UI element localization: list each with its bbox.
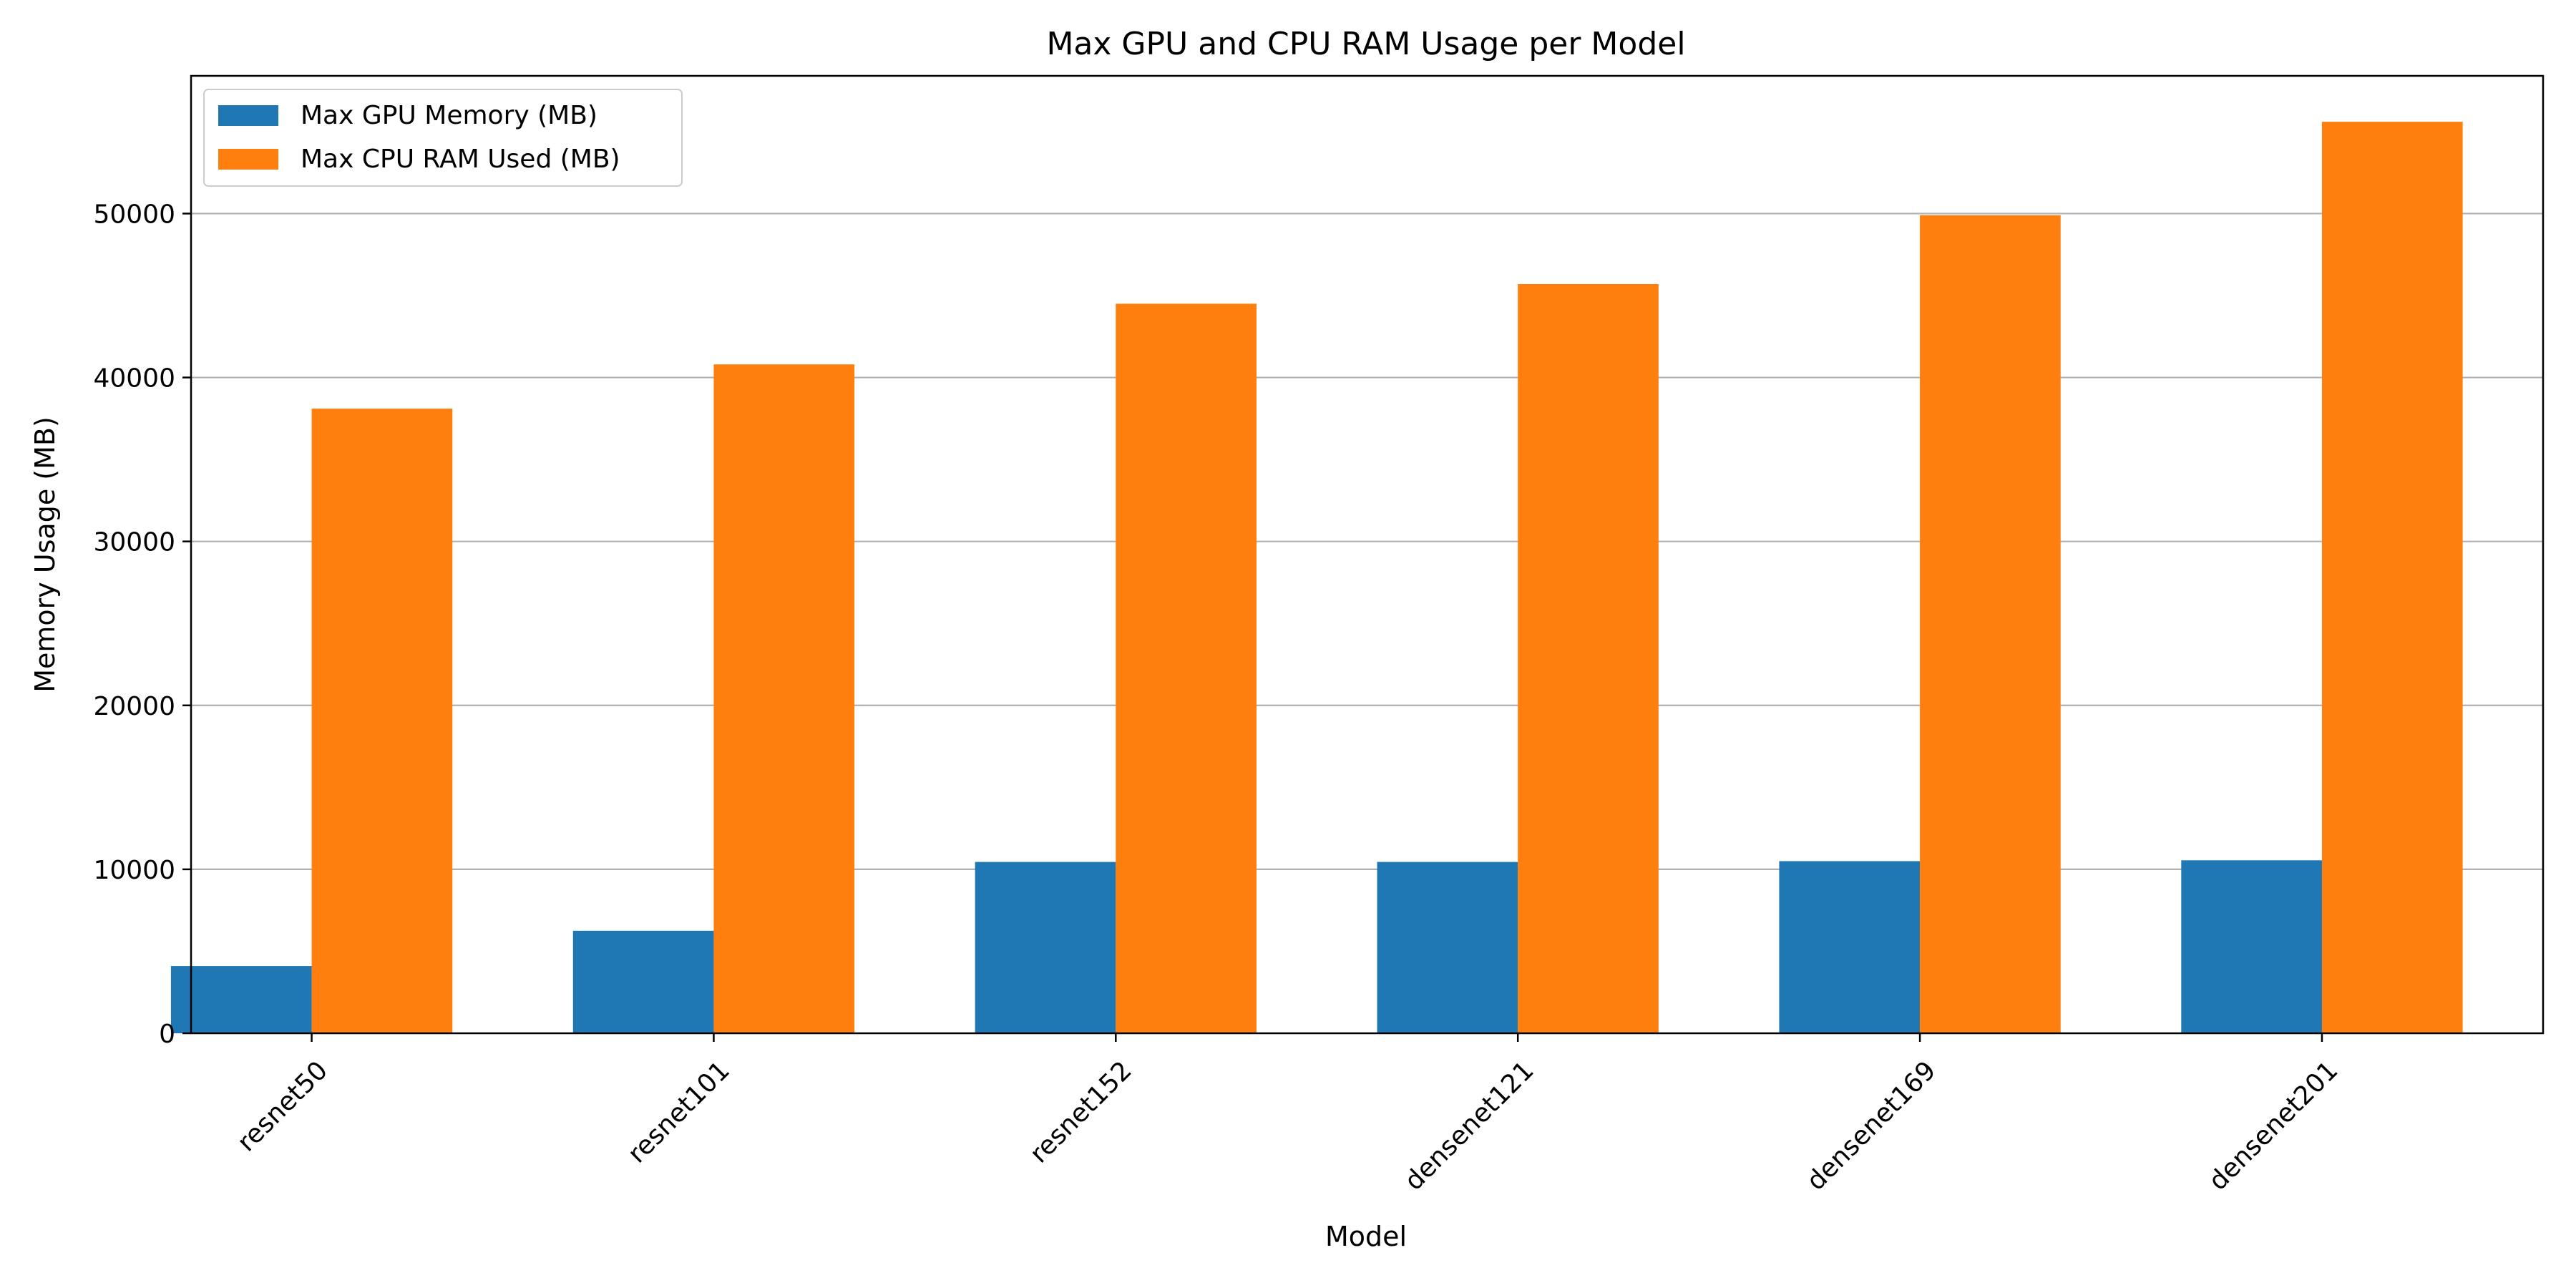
x-tick-label: densenet201 xyxy=(2203,1055,2343,1196)
bars xyxy=(170,122,2463,1034)
chart-title: Max GPU and CPU RAM Usage per Model xyxy=(1046,26,1685,62)
x-axis-ticks: resnet50 resnet101 resnet152 densenet121 den… xyxy=(232,1033,2343,1196)
y-tick-label: 30000 xyxy=(93,528,175,557)
bar-gpu-resnet152 xyxy=(975,862,1116,1033)
x-axis-label: Model xyxy=(1325,1221,1407,1252)
x-tick-label: resnet152 xyxy=(1025,1055,1138,1169)
y-tick-label: 20000 xyxy=(93,692,175,721)
bar-gpu-resnet101 xyxy=(572,930,714,1033)
bar-cpu-resnet50 xyxy=(311,409,453,1033)
y-tick-label: 0 xyxy=(159,1020,175,1049)
legend-swatch-cpu xyxy=(218,149,278,170)
bar-gpu-densenet121 xyxy=(1377,862,1518,1033)
bar-gpu-resnet50 xyxy=(170,966,312,1033)
legend-label-gpu: Max GPU Memory (MB) xyxy=(301,101,597,130)
x-tick-label: densenet169 xyxy=(1801,1055,1941,1196)
y-tick-label: 40000 xyxy=(93,364,175,394)
legend-swatch-gpu xyxy=(218,105,278,126)
bar-cpu-resnet101 xyxy=(713,364,855,1033)
bar-cpu-densenet169 xyxy=(1920,215,2061,1033)
legend-label-cpu: Max CPU RAM Used (MB) xyxy=(301,145,620,174)
legend-box xyxy=(203,89,683,187)
y-gridlines xyxy=(191,213,2543,870)
y-tick-label: 10000 xyxy=(93,856,175,885)
x-tick-label: resnet101 xyxy=(623,1055,736,1169)
y-axis-ticks: 0 10000 20000 30000 40000 50000 xyxy=(93,200,191,1049)
y-axis-label: Memory Usage (MB) xyxy=(29,416,61,693)
plot-frame xyxy=(190,74,2545,1035)
x-tick-label: resnet50 xyxy=(232,1055,333,1157)
bar-gpu-densenet201 xyxy=(2181,860,2322,1033)
legend: Max GPU Memory (MB) Max CPU RAM Used (MB… xyxy=(203,89,683,187)
bar-cpu-densenet121 xyxy=(1518,283,1659,1033)
bar-cpu-resnet152 xyxy=(1116,303,1257,1033)
bar-cpu-densenet201 xyxy=(2321,122,2463,1034)
y-tick-label: 50000 xyxy=(93,200,175,229)
x-tick-label: densenet121 xyxy=(1399,1055,1539,1196)
bar-gpu-densenet169 xyxy=(1779,861,1921,1033)
